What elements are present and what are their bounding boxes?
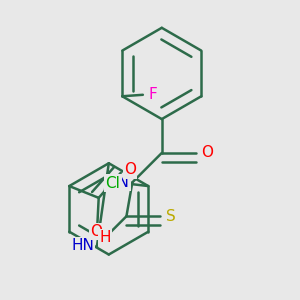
Text: H: H bbox=[100, 230, 111, 245]
Text: S: S bbox=[166, 209, 176, 224]
Text: O: O bbox=[124, 162, 136, 177]
Text: Cl: Cl bbox=[106, 176, 120, 190]
Text: HN: HN bbox=[106, 175, 129, 190]
Text: HN: HN bbox=[71, 238, 94, 253]
Text: O: O bbox=[90, 224, 102, 239]
Text: F: F bbox=[148, 87, 157, 102]
Text: O: O bbox=[201, 146, 213, 160]
